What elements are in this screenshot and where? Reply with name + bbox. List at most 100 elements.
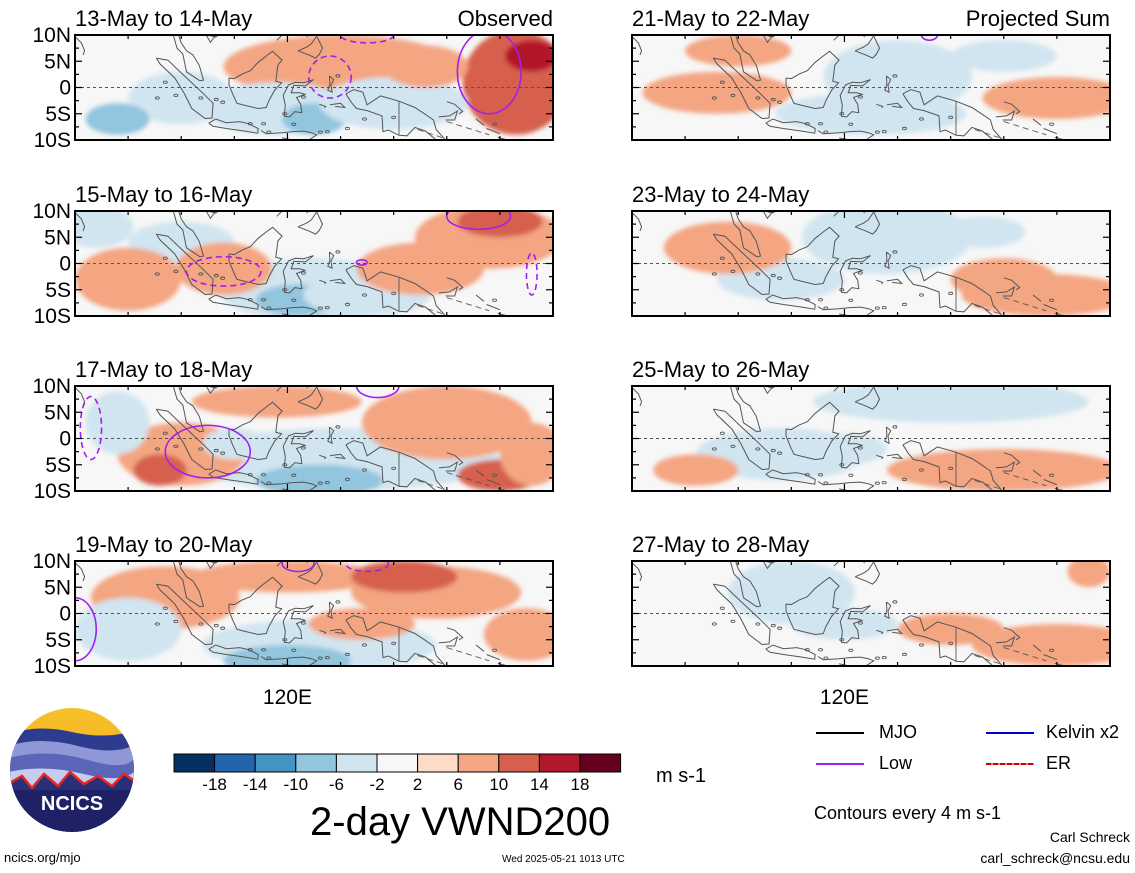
shaded-anomaly — [801, 433, 887, 465]
low-contour — [79, 395, 103, 461]
shaded-anomaly — [191, 561, 384, 593]
coastlines — [632, 211, 1066, 316]
shaded-anomaly — [801, 211, 972, 274]
lon-tick-label: 120E — [820, 686, 869, 709]
legend-kelvin-line — [986, 732, 1034, 734]
shaded-anomaly — [133, 454, 187, 486]
coastlines — [75, 35, 509, 140]
shaded-anomaly — [897, 613, 1004, 645]
colorbar-tick-label: -10 — [284, 775, 309, 792]
footer-author: Carl Schreck — [1049, 829, 1130, 845]
shaded-anomaly — [75, 211, 134, 248]
legend-kelvin-label: Kelvin x2 — [1046, 722, 1120, 742]
axis-ticks — [632, 385, 1111, 492]
coastlines — [632, 561, 1066, 666]
legend-low-line — [816, 763, 864, 765]
variable-title: 2-day VWND200 — [310, 800, 611, 844]
colorbar-box — [538, 753, 581, 773]
lat-tick-label: 10N — [32, 200, 71, 223]
axis-ticks — [75, 210, 554, 317]
footer-timestamp: Wed 2025-05-21 1013 UTC — [502, 854, 625, 865]
logo-text: NCICS — [41, 793, 103, 815]
lat-tick-label: 10N — [32, 375, 71, 398]
colorbar-tick-label: -14 — [243, 775, 268, 792]
lat-tick-label: 5N — [44, 50, 71, 73]
lat-tick-label: 10S — [34, 655, 71, 678]
coastlines — [75, 211, 509, 316]
panel-title: 21-May to 22-May — [632, 6, 809, 31]
panel-title: 19-May to 20-May — [75, 532, 252, 557]
wind-field — [632, 35, 1110, 140]
wind-field — [75, 211, 553, 316]
map-panel-obs1: 13-May to 14-May Observed 10N 5N 0 5S 10S — [32, 6, 554, 152]
contour-note: Contours every 4 m s-1 — [814, 803, 1002, 823]
legend-low-label: Low — [879, 753, 913, 773]
lat-tick-label: 0 — [59, 77, 71, 100]
shaded-anomaly — [775, 92, 967, 135]
coastlines — [632, 386, 1066, 491]
axis-ticks — [632, 210, 1111, 317]
colorbar-box — [335, 753, 378, 773]
lon-tick-label: 120E — [263, 686, 312, 709]
units-label: m s-1 — [656, 765, 706, 787]
colorbar-box — [498, 753, 540, 773]
lat-tick-label: 5N — [44, 401, 71, 424]
wind-field — [75, 35, 553, 140]
wind-field — [632, 386, 1110, 491]
colorbar-box — [173, 753, 216, 773]
lat-tick-label: 0 — [59, 253, 71, 276]
shaded-anomaly — [950, 258, 1057, 301]
colorbar-box — [254, 753, 297, 773]
shaded-anomaly — [499, 422, 553, 486]
shaded-anomaly — [791, 608, 898, 640]
legend-mjo-line — [816, 732, 864, 734]
low-contour — [355, 386, 400, 399]
shaded-anomaly — [85, 103, 150, 135]
shaded-anomaly — [457, 211, 543, 238]
lat-tick-label: 5S — [45, 279, 71, 302]
shaded-anomaly — [940, 216, 1026, 248]
shaded-anomaly — [663, 221, 792, 274]
colorbar-tick-label: 10 — [489, 775, 508, 792]
map-panel-prj4: 27-May to 28-May 120E — [631, 532, 1111, 709]
lat-tick-label: 5S — [45, 103, 71, 126]
shaded-anomaly — [653, 454, 739, 486]
shaded-anomaly — [886, 449, 1110, 491]
lat-tick-label: 10S — [34, 480, 71, 503]
lat-tick-label: 5N — [44, 226, 71, 249]
low-contour — [164, 424, 252, 479]
footer-url[interactable]: ncics.org/mjo — [4, 850, 81, 865]
coastlines — [75, 386, 509, 491]
colorbar-tick-label: -18 — [202, 775, 227, 792]
panel-title: 27-May to 28-May — [632, 532, 809, 557]
panel-title: 13-May to 14-May — [75, 6, 252, 31]
colorbar-box — [417, 753, 459, 773]
low-contour — [345, 561, 390, 573]
panel-title: 25-May to 26-May — [632, 357, 809, 382]
colorbar-box — [457, 753, 500, 773]
shaded-anomaly — [1067, 561, 1110, 588]
coastlines — [75, 561, 509, 666]
coastlines — [632, 35, 1066, 140]
axis-ticks — [632, 560, 1111, 667]
lat-tick-label: 5N — [44, 576, 71, 599]
wind-field — [75, 386, 553, 491]
shaded-anomaly — [950, 40, 1057, 72]
shaded-anomaly — [202, 428, 267, 460]
wind-field — [632, 211, 1110, 316]
legend-er-label: ER — [1046, 753, 1072, 773]
shaded-anomaly — [85, 391, 150, 455]
panel-tag: Observed — [458, 6, 553, 31]
colorbar-box — [579, 753, 622, 773]
footer-email[interactable]: carl_schreck@ncsu.edu — [980, 850, 1130, 866]
axis-ticks — [75, 560, 554, 667]
lat-tick-label: 5S — [45, 629, 71, 652]
shaded-anomaly — [351, 561, 458, 593]
low-contour — [456, 35, 522, 115]
colorbar-box — [376, 753, 419, 773]
legend-mjo-label: MJO — [879, 722, 917, 742]
axis-ticks — [632, 34, 1111, 141]
